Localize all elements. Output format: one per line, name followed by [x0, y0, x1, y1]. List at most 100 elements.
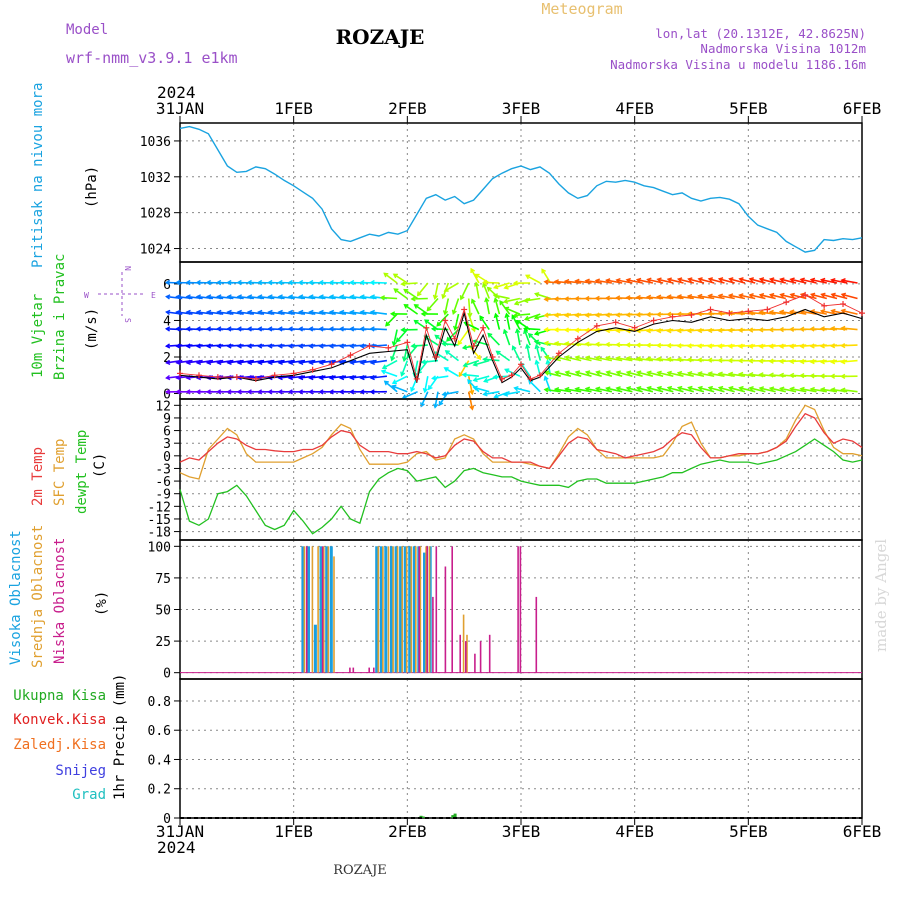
wind-arrowhead: [697, 293, 703, 300]
wind-arrowhead: [768, 372, 774, 378]
wind-arrowhead: [205, 309, 212, 316]
wind-arrowhead: [513, 386, 519, 392]
mid-cloud-bar: [392, 546, 394, 673]
wind-arrow: [494, 282, 510, 289]
wind-arrow: [820, 327, 838, 331]
mid-cloud-bar: [396, 546, 399, 673]
pressure-unit: (hPa): [84, 166, 100, 208]
wind-arrowhead: [469, 405, 475, 411]
wind-arrowhead: [298, 309, 304, 316]
wind-arrowhead: [277, 326, 283, 332]
wind-arrowhead: [819, 277, 826, 284]
wind-arrow: [596, 387, 613, 393]
wind-arrowhead: [696, 343, 703, 349]
wind-arrow: [494, 298, 501, 315]
wind-arrowhead: [594, 355, 601, 361]
wind-arrow: [749, 373, 766, 377]
wind-arrow: [820, 359, 838, 363]
wind-arrowhead: [185, 294, 191, 300]
wind-arrowhead: [349, 326, 355, 332]
wind-arrowhead: [216, 309, 222, 316]
wind-arrowhead: [656, 277, 662, 283]
wind-arrowhead: [328, 326, 334, 332]
wind-arrowhead: [379, 295, 386, 301]
wind-arrowhead: [277, 279, 283, 286]
wind-arrowhead: [819, 326, 825, 332]
wind-arrow: [385, 313, 398, 327]
mid-cloud-bar: [466, 634, 468, 673]
wind-arrow: [424, 319, 439, 331]
wind-arrow: [749, 278, 766, 284]
wind-arrowhead: [655, 311, 662, 318]
wind-arrowhead: [809, 343, 815, 349]
wind-arrow: [759, 294, 776, 300]
wind-arrowhead: [543, 375, 549, 381]
wind-arrowhead: [318, 389, 324, 395]
wind-arrowhead: [574, 370, 581, 376]
wind-arrow: [606, 387, 623, 393]
high-cloud-bar: [384, 546, 388, 673]
wind-arrowhead: [666, 370, 672, 376]
wind-arrowhead: [246, 294, 253, 300]
wind-arrowhead: [392, 273, 398, 279]
wind-arrowhead: [246, 309, 253, 316]
wind-arrowhead: [328, 389, 334, 395]
y-tick-label: 0: [163, 388, 171, 403]
wind-arrow: [739, 344, 756, 348]
wind-arrowhead: [564, 355, 570, 361]
wind-arrowhead: [236, 326, 242, 332]
wind-arrowhead: [563, 327, 570, 333]
y-tick-label: 0.2: [148, 783, 171, 798]
wind-arrow: [467, 298, 471, 317]
wind-arrowhead: [748, 293, 754, 299]
x-tick-label-bottom: 31JAN: [156, 822, 204, 841]
precip-bar: [421, 816, 425, 818]
wind-arrowhead: [195, 279, 201, 286]
wind-arrowhead: [717, 357, 723, 364]
wind-arrowhead: [461, 372, 467, 378]
wind-arrowhead: [318, 309, 324, 316]
wind-arrowhead: [666, 328, 672, 334]
wind-arrowhead: [503, 306, 510, 312]
wind-arrow: [780, 293, 797, 300]
pressure-ylabel: Pritisak na nivou mora: [30, 83, 46, 268]
wind-arrowhead: [696, 327, 703, 334]
wind-arrowhead: [287, 309, 294, 316]
wind-arrowhead: [819, 373, 825, 379]
wind-arrow: [445, 350, 459, 362]
wind-arrow: [749, 294, 766, 300]
wind-arrowhead: [574, 327, 580, 333]
wind-arrowhead: [236, 343, 242, 349]
wind-arrowhead: [175, 326, 181, 332]
wind-arrowhead: [524, 274, 531, 280]
wind-arrowhead: [697, 371, 703, 377]
wind-arrowhead: [635, 312, 641, 318]
wind-arrow: [462, 373, 479, 377]
wind-arrowhead: [594, 278, 601, 284]
wind-arrow: [444, 367, 459, 377]
wind-arrowhead: [349, 309, 355, 316]
wind-arrow: [512, 345, 521, 361]
wind-arrowhead: [541, 268, 547, 274]
wind-arrow: [370, 359, 388, 364]
wind-arrow: [511, 315, 521, 330]
wind-arrowhead: [513, 300, 520, 306]
wind-arrowhead: [175, 343, 181, 349]
wind-arrowhead: [543, 354, 550, 361]
wind-arrowhead: [502, 328, 508, 335]
wind-arrowhead: [493, 297, 499, 303]
wind-arrow: [749, 344, 766, 348]
wind-arrowhead: [533, 314, 540, 320]
wind-arrowhead: [277, 389, 283, 395]
wind-arrowhead: [545, 359, 551, 365]
wind-arrowhead: [737, 327, 744, 333]
wind-arrow: [503, 329, 511, 346]
wind-arrowhead: [515, 319, 521, 325]
wind-arrowhead: [512, 280, 518, 286]
wind-arrow: [444, 298, 450, 315]
wind-arrow: [493, 294, 510, 300]
wind-arrowhead: [686, 370, 693, 377]
wind-arrowhead: [543, 370, 550, 376]
wind-arrow: [514, 297, 531, 305]
wind-arrowhead: [727, 293, 734, 299]
